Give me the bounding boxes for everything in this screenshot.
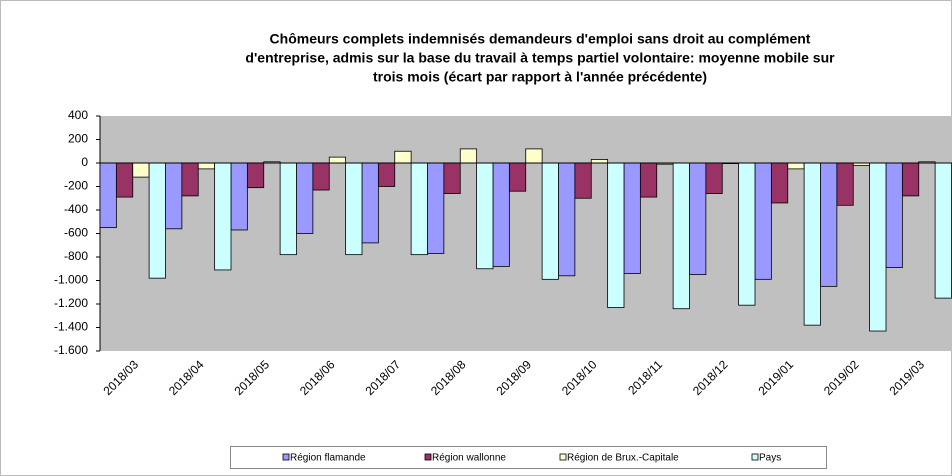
legend-label: Région flamande (290, 453, 366, 464)
bar (443, 162, 461, 194)
legend-label: Région wallonne (432, 453, 506, 464)
bar (410, 162, 428, 256)
bar (639, 162, 658, 198)
bar (672, 162, 690, 310)
bar (246, 162, 265, 189)
legend-swatch (559, 453, 567, 461)
y-tick-label: -200 (64, 179, 88, 193)
legend-label: Pays (759, 453, 781, 464)
bar (427, 162, 445, 254)
y-tick-label: -1.400 (54, 320, 88, 334)
y-tick-label: -600 (64, 226, 88, 240)
bar (525, 148, 543, 164)
y-tick-label: 200 (68, 132, 88, 146)
bar (558, 162, 576, 277)
legend-label: Région de Brux.-Capitale (567, 453, 679, 464)
chart-title: trois mois (écart par rapport à l'année … (373, 69, 707, 85)
y-tick-label: -1.200 (54, 296, 88, 310)
bar (181, 162, 199, 197)
bar (296, 162, 314, 234)
bar (328, 156, 347, 164)
bar (492, 162, 510, 267)
bar (623, 162, 641, 274)
bar (377, 162, 396, 187)
chart-title: d'entreprise, admis sur la base du trava… (245, 50, 835, 66)
legend (230, 446, 827, 469)
bar (459, 148, 478, 164)
bar (345, 162, 363, 256)
bar (869, 162, 887, 332)
bar (508, 162, 527, 192)
bar (115, 162, 134, 198)
bar (885, 162, 903, 268)
bar (934, 162, 952, 299)
bar (230, 162, 248, 231)
bar (705, 162, 723, 194)
bar (394, 150, 412, 164)
bar (214, 162, 232, 271)
bar (148, 162, 166, 279)
bar (607, 162, 625, 308)
y-tick-label: -1.600 (54, 343, 88, 357)
y-tick-label: 0 (81, 155, 88, 169)
bar (689, 162, 707, 276)
y-tick-label: 400 (68, 108, 88, 122)
bar (820, 162, 838, 287)
bar (165, 162, 183, 230)
bar (803, 162, 821, 326)
bar (476, 162, 494, 270)
y-tick-label: -800 (64, 249, 88, 263)
y-tick-label: -400 (64, 202, 88, 216)
bar (312, 162, 330, 191)
bar (132, 162, 150, 178)
legend-swatch (751, 453, 759, 461)
legend-swatch (424, 453, 432, 461)
bar (770, 162, 789, 204)
bar (99, 162, 117, 229)
bar (279, 162, 297, 256)
bar (901, 162, 920, 197)
bar (590, 159, 609, 164)
chart-title: Chômeurs complets indemnisés demandeurs … (270, 31, 811, 47)
bar (574, 162, 592, 199)
y-tick-label: -1.000 (54, 273, 88, 287)
bar (541, 162, 559, 280)
legend-swatch (282, 453, 290, 461)
bar (836, 162, 854, 206)
bar (361, 162, 379, 244)
bar (738, 162, 756, 306)
bar (197, 162, 216, 170)
bar (754, 162, 772, 280)
bar (787, 162, 805, 170)
